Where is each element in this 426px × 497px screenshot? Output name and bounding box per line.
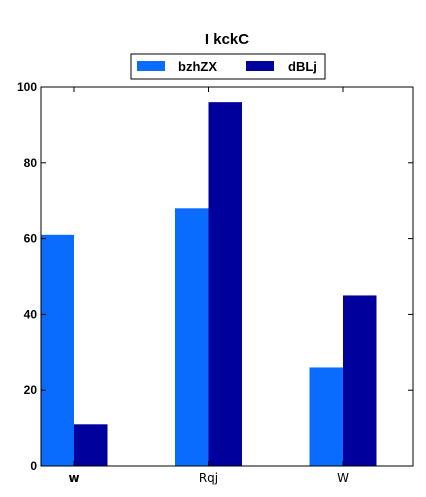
y-tick-label: 80 (24, 156, 38, 170)
x-tick-label: W (337, 471, 349, 485)
plot-frame (40, 86, 414, 467)
y-tick-label: 0 (30, 459, 37, 473)
legend-swatch-dblj (246, 61, 274, 71)
bar-bzhzx-w (40, 234, 74, 466)
y-tick-label: 40 (24, 307, 38, 321)
y-tick-label: 20 (24, 383, 38, 397)
chart-title: I kckC (205, 31, 249, 48)
bar-bzhzx-w (309, 367, 343, 466)
bar-dblj-rqj (208, 102, 242, 466)
bars-group (40, 102, 377, 466)
bar-dblj-w (343, 295, 377, 466)
x-axis: w Rqj W (68, 87, 349, 485)
legend-swatch-bzhzx (137, 61, 165, 71)
bar-dblj-w (74, 424, 108, 466)
legend: bzhZX dBLj (130, 53, 326, 80)
legend-label-dblj: dBLj (288, 59, 317, 74)
y-tick-label: 100 (17, 80, 37, 94)
x-tick-label: w (68, 471, 79, 485)
x-tick-label: Rqj (199, 471, 218, 485)
y-tick-label: 60 (24, 232, 38, 246)
legend-label-bzhzx: bzhZX (178, 59, 217, 74)
bar-bzhzx-rqj (175, 208, 209, 466)
